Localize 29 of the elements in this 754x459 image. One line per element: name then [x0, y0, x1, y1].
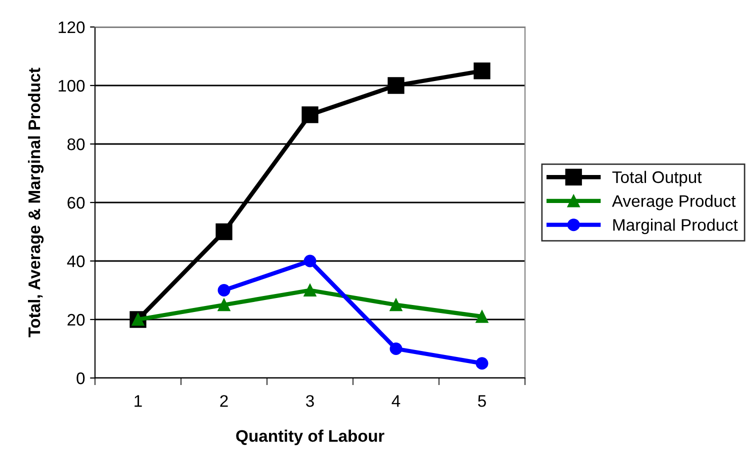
point [216, 223, 232, 240]
point [474, 62, 490, 80]
point [304, 284, 316, 296]
point [304, 254, 316, 268]
y-tick-label: 60 [68, 196, 85, 209]
y-tick-label: 80 [67, 138, 85, 150]
point [388, 77, 404, 94]
x-axis-title: Quantity of Labour [236, 430, 384, 446]
legend-label: Marginal Product [613, 218, 738, 234]
x-tick-label: 2 [220, 395, 228, 407]
x-tick-label: 1 [134, 395, 142, 407]
point [476, 357, 488, 370]
y-tick-label: 0 [76, 372, 85, 384]
x-tick-label: 4 [392, 395, 400, 407]
point [390, 342, 402, 355]
legend-label: Total Output [612, 170, 702, 186]
point [390, 298, 402, 312]
y-tick-label: 100 [58, 80, 85, 92]
point [302, 106, 318, 124]
y-tick-label: 20 [68, 314, 85, 326]
x-tick-label: 3 [306, 395, 314, 407]
legend-label: Average Product [612, 194, 736, 210]
y-tick-label: 120 [58, 21, 85, 34]
y-axis-title: Total, Average & Marginal Product [28, 68, 44, 338]
point [218, 298, 230, 312]
x-tick-label: 5 [478, 395, 486, 407]
point [218, 284, 230, 296]
point [476, 310, 488, 323]
y-tick-label: 40 [67, 255, 85, 268]
